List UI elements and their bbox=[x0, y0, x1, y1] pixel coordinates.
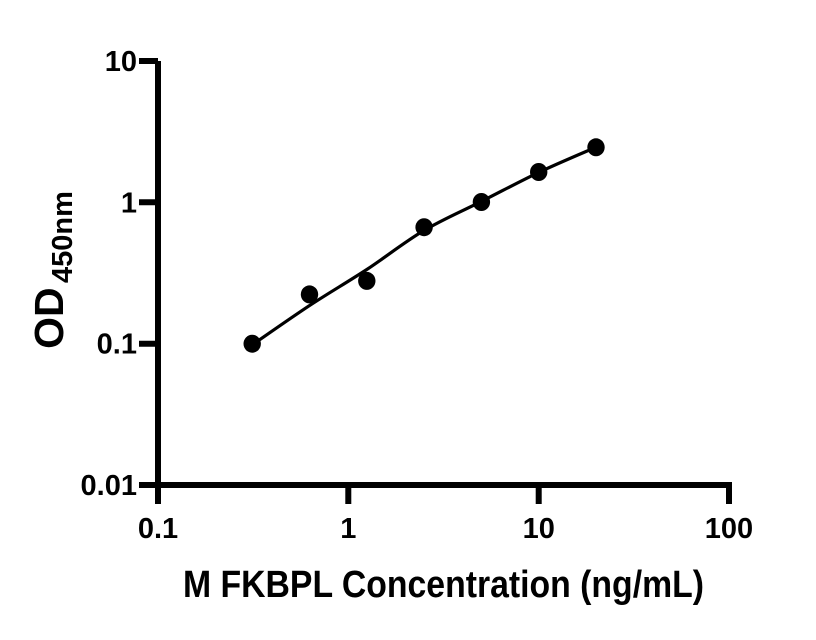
x-tick-label: 1 bbox=[340, 513, 356, 545]
data-point bbox=[587, 138, 605, 157]
x-tick-label: 0.1 bbox=[138, 513, 178, 545]
data-point bbox=[472, 193, 491, 211]
x-tick-label: 10 bbox=[523, 513, 555, 545]
y-tick-label: 0.1 bbox=[97, 329, 137, 361]
y-axis-title: OD 450nm bbox=[26, 191, 79, 349]
y-axis-title-main: OD bbox=[26, 287, 72, 349]
y-tick-label: 10 bbox=[105, 46, 137, 78]
data-point bbox=[300, 285, 319, 304]
axis-ticks bbox=[139, 58, 732, 504]
x-axis-title: M FKBPL Concentration (ng/mL) bbox=[183, 564, 704, 606]
y-axis-title-subscript: 450nm bbox=[47, 191, 79, 283]
data-points bbox=[243, 138, 605, 353]
data-point bbox=[415, 218, 433, 237]
x-tick-label: 100 bbox=[705, 513, 753, 545]
y-tick-label: 1 bbox=[121, 187, 137, 219]
data-point bbox=[530, 163, 548, 181]
data-point bbox=[243, 334, 261, 353]
y-tick-label: 0.01 bbox=[81, 470, 137, 502]
axis-spines bbox=[155, 61, 732, 488]
data-point bbox=[358, 271, 376, 290]
